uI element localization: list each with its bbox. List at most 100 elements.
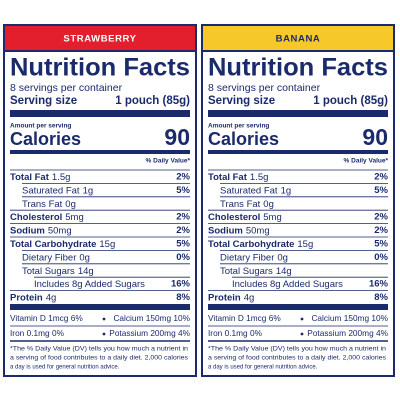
nutrient-row: Total Fat 1.5g <box>10 172 70 183</box>
vitamin-right: Potassium 200mg 4% <box>307 328 388 338</box>
daily-value: 0% <box>374 252 388 263</box>
daily-value: 2% <box>176 172 190 183</box>
footnote: a serving of food contributes to a daily… <box>10 356 188 362</box>
nutrient-name: Trans Fat <box>22 198 63 209</box>
nutrient-name: Sodium <box>208 225 243 236</box>
nutrient-amount: 14g <box>78 265 94 276</box>
flavor-name: STRAWBERRY <box>63 34 136 45</box>
nutrient-row: Includes 8g Added Sugars <box>232 279 343 290</box>
daily-value: 16% <box>171 279 191 290</box>
nutrient-amount: 0g <box>65 198 76 209</box>
nutrient-name: Total Fat <box>208 172 248 183</box>
nutrient-row: Total Sugars 14g <box>22 265 94 276</box>
flavor-band <box>203 26 393 50</box>
nutrient-name: Total Sugars <box>220 265 273 276</box>
serving-size-label: Serving size <box>10 95 77 107</box>
bullet <box>102 317 106 321</box>
daily-value: 2% <box>176 212 190 223</box>
vitamin-left: Iron 0.1mg 0% <box>208 328 263 338</box>
nutrient-row: Includes 8g Added Sugars <box>34 279 145 290</box>
nutrient-name: Sodium <box>10 225 45 236</box>
nutrient-name: Total Carbohydrate <box>10 239 96 250</box>
nutrient-amount: 15g <box>99 239 115 250</box>
serving-size-label: Serving size <box>208 95 275 107</box>
daily-value: 16% <box>369 279 389 290</box>
nutrient-row: Trans Fat 0g <box>220 198 274 209</box>
servings: 8 servings per container <box>10 82 123 94</box>
vitamin-right: Calcium 150mg 10% <box>113 313 190 323</box>
nutrient-row: Cholesterol 5mg <box>10 212 84 223</box>
nutrient-row: Saturated Fat 1g <box>22 185 93 196</box>
calories: 90 <box>362 124 388 150</box>
thick-bar <box>10 304 190 310</box>
label-panel <box>3 24 197 377</box>
medium-bar <box>10 150 190 154</box>
nutrient-amount: 0g <box>277 252 288 263</box>
daily-value-header: % Daily Value* <box>344 158 389 165</box>
bullet <box>300 332 304 336</box>
servings: 8 servings per container <box>208 82 321 94</box>
nutrient-amount: 50mg <box>246 225 270 236</box>
nutrient-name: Saturated Fat <box>220 185 278 196</box>
nutrient-row: Total Carbohydrate 15g <box>208 239 313 250</box>
nutrient-name: Trans Fat <box>220 198 261 209</box>
nutrient-name: Includes 8g Added Sugars <box>34 279 145 290</box>
nutrient-amount: 14g <box>276 265 292 276</box>
thick-bar <box>10 110 190 117</box>
nutrient-amount: 1g <box>83 185 94 196</box>
footnote: a serving of food contributes to a daily… <box>208 356 386 362</box>
nutrient-row: Dietary Fiber 0g <box>220 252 288 263</box>
nutrient-amount: 5mg <box>65 212 83 223</box>
footnote: a day is used for general nutrition advi… <box>208 365 318 371</box>
daily-value: 8% <box>374 292 388 303</box>
calories-label: Calories <box>10 129 81 149</box>
nutrient-amount: 1g <box>281 185 292 196</box>
nutrient-amount: 1.5g <box>52 172 71 183</box>
footnote: *The % Daily Value (DV) tells you how mu… <box>208 347 386 353</box>
title: Nutrition Facts <box>208 54 388 82</box>
daily-value: 2% <box>176 225 190 236</box>
thick-bar <box>208 110 388 117</box>
nutrient-row: Total Fat 1.5g <box>208 172 268 183</box>
daily-value: 5% <box>176 185 190 196</box>
flavor-band <box>5 26 195 50</box>
nutrient-name: Saturated Fat <box>22 185 80 196</box>
nutrient-row: Protein 4g <box>10 292 56 303</box>
nutrient-row: Dietary Fiber 0g <box>22 252 90 263</box>
daily-value: 5% <box>176 239 190 250</box>
nutrient-row: Cholesterol 5mg <box>208 212 282 223</box>
serving-size: 1 pouch (85g) <box>313 95 388 107</box>
daily-value: 0% <box>176 252 190 263</box>
nutrient-row: Total Carbohydrate 15g <box>10 239 115 250</box>
medium-bar <box>208 150 388 154</box>
nutrient-name: Protein <box>10 292 43 303</box>
nutrient-name: Total Carbohydrate <box>208 239 294 250</box>
nutrient-amount: 0g <box>79 252 90 263</box>
nutrient-row: Sodium 50mg <box>208 225 270 236</box>
nutrient-name: Cholesterol <box>208 212 260 223</box>
nutrient-row: Trans Fat 0g <box>22 198 76 209</box>
footnote: a day is used for general nutrition advi… <box>10 365 120 371</box>
vitamin-left: Vitamin D 1mcg 6% <box>208 313 281 323</box>
daily-value: 2% <box>374 225 388 236</box>
nutrient-name: Total Sugars <box>22 265 75 276</box>
serving-size: 1 pouch (85g) <box>115 95 190 107</box>
nutrient-amount: 4g <box>244 292 255 303</box>
label-panel <box>201 24 395 377</box>
daily-value-header: % Daily Value* <box>146 158 191 165</box>
nutrient-row: Sodium 50mg <box>10 225 72 236</box>
nutrient-amount: 0g <box>263 198 274 209</box>
nutrient-amount: 15g <box>297 239 313 250</box>
daily-value: 2% <box>374 172 388 183</box>
nutrient-row: Total Sugars 14g <box>220 265 292 276</box>
nutrient-name: Cholesterol <box>10 212 62 223</box>
vitamin-left: Iron 0.1mg 0% <box>10 328 65 338</box>
vitamin-left: Vitamin D 1mcg 6% <box>10 313 83 323</box>
vitamin-right: Calcium 150mg 10% <box>311 313 388 323</box>
nutrient-name: Protein <box>208 292 241 303</box>
nutrient-name: Total Fat <box>10 172 50 183</box>
nutrient-row: Protein 4g <box>208 292 254 303</box>
nutrient-amount: 50mg <box>48 225 72 236</box>
daily-value: 5% <box>374 239 388 250</box>
